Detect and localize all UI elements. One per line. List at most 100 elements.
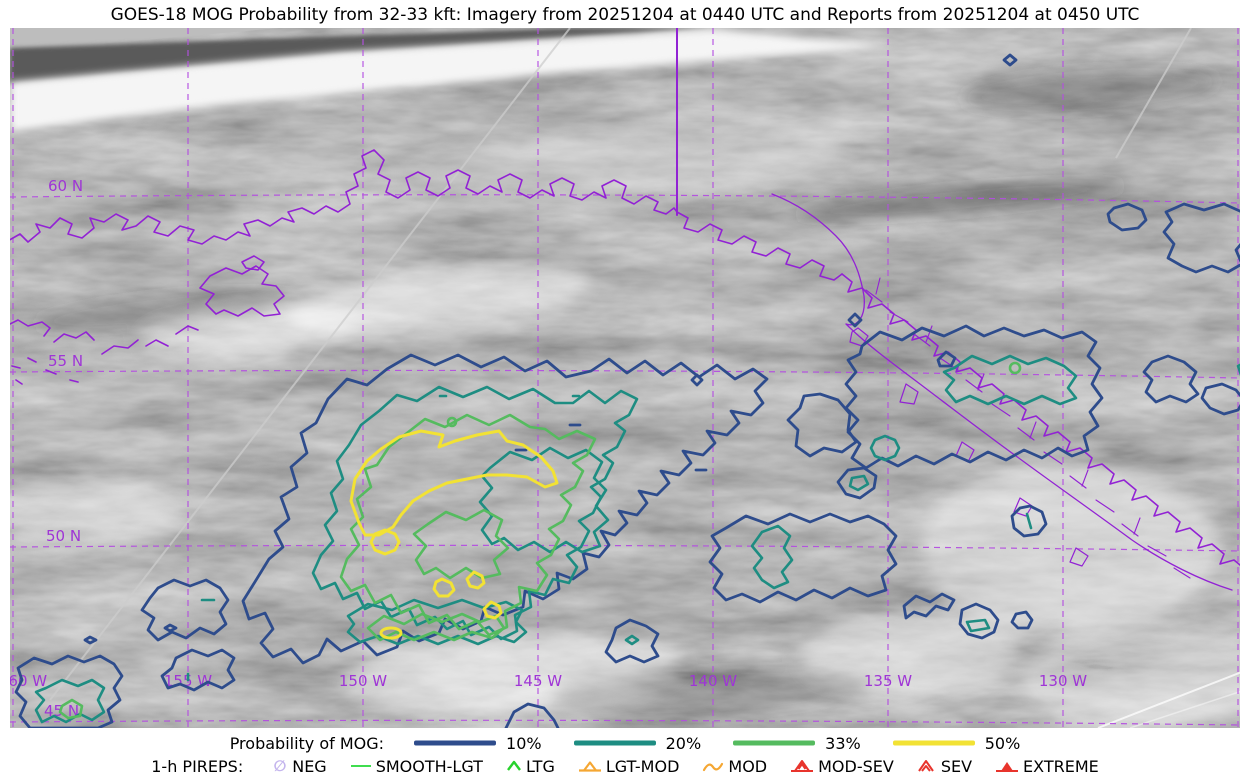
contour-20pct-south-inner bbox=[750, 524, 794, 590]
coastline-se-alaska-inland bbox=[771, 193, 1233, 591]
contour-33pct-main-outer bbox=[339, 413, 597, 637]
contour-10pct-west-fish bbox=[140, 578, 230, 642]
lon-label-150w: 150 W bbox=[339, 672, 387, 690]
lat-line-50n bbox=[10, 544, 1240, 552]
legend-mog-item-33-label: 33% bbox=[825, 733, 861, 753]
coastline-alaska-mainland bbox=[10, 149, 843, 281]
pirep-item-mod-sev-label: MOD-SEV bbox=[818, 756, 894, 776]
legend-pireps-label: 1-h PIREPS: bbox=[151, 756, 244, 776]
lgt-mod-open-triangle-icon bbox=[578, 761, 601, 772]
ltg-caret-icon bbox=[506, 760, 521, 771]
contour-10pct-topright-blob bbox=[1162, 202, 1240, 274]
contour-50pct-ring bbox=[369, 528, 401, 556]
neg-null-circle-icon: ∅ bbox=[274, 757, 287, 775]
pirep-item-smooth-lgt-label: SMOOTH-LGT bbox=[375, 756, 483, 776]
lon-label-145w: 145 W bbox=[514, 672, 562, 690]
contour-20pct-ring-875 bbox=[869, 434, 901, 462]
coastlines bbox=[10, 28, 1240, 591]
contour-50pct-ring-s bbox=[482, 600, 503, 620]
scan-edge-white-band bbox=[10, 30, 890, 132]
contour-10pct-bottom-mid bbox=[604, 618, 660, 664]
contour-50pct-crescent bbox=[349, 429, 559, 537]
pirep-item-ltg-label: LTG bbox=[525, 756, 555, 776]
graticule bbox=[10, 28, 1240, 728]
contours-20pct bbox=[34, 354, 1240, 724]
svg-text:∅: ∅ bbox=[274, 757, 287, 775]
contour-10pct-specks bbox=[83, 53, 1018, 645]
coastline-se-alaska-outer bbox=[841, 273, 1240, 567]
legend-mog-item-50-label: 50% bbox=[984, 733, 1021, 753]
lon-label-135w: 135 W bbox=[864, 672, 912, 690]
lon-label-140w: 140 W bbox=[689, 672, 737, 690]
contour-20pct-ne-arm bbox=[942, 354, 1078, 406]
pirep-item-neg-label: NEG bbox=[292, 756, 327, 776]
contour-50pct-blob-b bbox=[465, 570, 486, 590]
pirep-item-mod: MOD bbox=[701, 757, 767, 776]
contour-10pct-sw-corner bbox=[14, 654, 124, 728]
pirep-item-sev: SEV bbox=[916, 757, 972, 776]
pirep-item-mod-sev: MOD-SEV bbox=[789, 757, 894, 776]
contour-50pct-oval bbox=[379, 626, 403, 640]
contour-20pct-bottom-strip bbox=[346, 598, 528, 646]
contour-10pct-ne-arm bbox=[844, 324, 1104, 470]
pirep-item-neg: ∅ NEG bbox=[271, 756, 327, 776]
legend-mog-item-20: 20% bbox=[572, 733, 702, 753]
legend-mog-item-10: 10% bbox=[412, 734, 542, 753]
smooth-lgt-line-icon bbox=[350, 765, 371, 767]
legend-mog-item-50: 50% bbox=[891, 733, 1021, 753]
legend-mog-item-10-label: 10% bbox=[506, 733, 542, 753]
contour-10pct-ne-arm-ring bbox=[786, 392, 858, 458]
legend-mog-item-33: 33% bbox=[731, 734, 861, 753]
aleutian-islands bbox=[10, 319, 199, 385]
contour-33pct-dot-top bbox=[446, 416, 458, 428]
pirep-item-mod-label: MOD bbox=[728, 756, 768, 776]
mod-sev-triangle-caret-icon bbox=[791, 760, 814, 772]
contour-10pct-bottom-edge-open bbox=[504, 702, 560, 728]
contour-10pct-ring-small-east bbox=[1010, 504, 1048, 538]
lat-label-60n: 60 N bbox=[48, 177, 83, 195]
lat-line-45n bbox=[10, 719, 1240, 726]
contour-10pct-south-blob bbox=[708, 512, 898, 604]
lat-line-55n bbox=[10, 369, 1240, 379]
pirep-item-extreme: EXTREME bbox=[994, 757, 1099, 776]
contour-50pct-blob-a bbox=[432, 577, 456, 598]
contour-33pct-dot-east bbox=[1008, 361, 1022, 375]
legend-mog-item-20-label: 20% bbox=[665, 733, 702, 753]
pirep-item-sev-label: SEV bbox=[940, 756, 973, 776]
lat-label-50n: 50 N bbox=[46, 527, 81, 545]
contour-20pct-specks bbox=[186, 363, 1240, 682]
lon-label-160w: 160 W bbox=[10, 672, 47, 690]
scan-edge-dark-band bbox=[10, 28, 710, 84]
contour-10pct-se-blob-b bbox=[958, 602, 1000, 640]
mog-contours bbox=[14, 53, 1240, 728]
contour-20pct-main-inner bbox=[478, 446, 610, 554]
contour-10pct-topright-ring bbox=[1106, 202, 1148, 232]
contours-10pct bbox=[14, 53, 1240, 728]
contour-33pct-main-inner bbox=[412, 508, 510, 580]
page-title: GOES-18 MOG Probability from 32-33 kft: … bbox=[110, 5, 1140, 25]
pirep-item-extreme-label: EXTREME bbox=[1023, 756, 1099, 776]
contour-10pct-sw-155w bbox=[160, 648, 236, 692]
contour-10pct-right-edge-a bbox=[1142, 354, 1200, 404]
satellite-map: 60 N 55 N 50 N 45 N 160 W 155 W 150 W 14… bbox=[10, 28, 1240, 728]
scan-seam-lines bbox=[49, 28, 1240, 728]
legend-mog: Probability of MOG: 10% 20% 33% 50% bbox=[0, 730, 1250, 756]
sev-double-caret-icon bbox=[917, 760, 934, 772]
contours-50pct bbox=[349, 429, 559, 640]
contour-10pct-right-edge-b bbox=[1200, 382, 1240, 416]
contour-20pct-ring-845-inner bbox=[848, 474, 870, 492]
map-canvas: 60 N 55 N 50 N 45 N 160 W 155 W 150 W 14… bbox=[10, 28, 1240, 728]
contour-10pct-main-cluster bbox=[241, 353, 769, 665]
lat-label-55n: 55 N bbox=[48, 352, 83, 370]
lon-label-130w: 130 W bbox=[1039, 672, 1087, 690]
contour-33pct-bottom-strip bbox=[366, 612, 506, 642]
line-swatch-10pct-icon bbox=[414, 740, 497, 746]
pirep-item-smooth-lgt: SMOOTH-LGT bbox=[349, 757, 483, 776]
satellite-imagery-texture bbox=[10, 28, 1240, 728]
contour-20pct-sw-corner bbox=[34, 678, 106, 724]
legend-mog-label: Probability of MOG: bbox=[229, 733, 385, 753]
contour-20pct-main-outer bbox=[311, 385, 639, 641]
pirep-item-ltg: LTG bbox=[505, 757, 555, 776]
contour-10pct-se-blob-a bbox=[902, 592, 956, 620]
line-swatch-20pct-icon bbox=[573, 740, 656, 746]
